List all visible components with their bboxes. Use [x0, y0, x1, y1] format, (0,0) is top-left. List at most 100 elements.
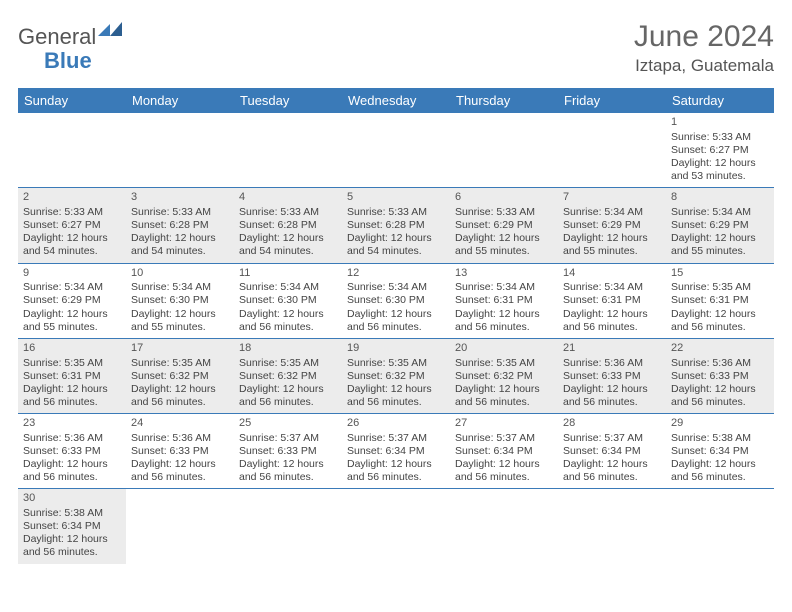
day-number: 17 [131, 342, 229, 356]
daylight-text: Daylight: 12 hours and 56 minutes. [23, 533, 121, 559]
daylight-text: Daylight: 12 hours and 56 minutes. [671, 458, 769, 484]
daylight-text: Daylight: 12 hours and 54 minutes. [131, 232, 229, 258]
day-cell: 17Sunrise: 5:35 AMSunset: 6:32 PMDayligh… [126, 339, 234, 413]
daylight-text: Daylight: 12 hours and 56 minutes. [347, 308, 445, 334]
sunset-text: Sunset: 6:27 PM [671, 144, 769, 157]
day-cell: 25Sunrise: 5:37 AMSunset: 6:33 PMDayligh… [234, 414, 342, 488]
daylight-text: Daylight: 12 hours and 56 minutes. [23, 458, 121, 484]
sunrise-text: Sunrise: 5:34 AM [563, 206, 661, 219]
day-number: 4 [239, 191, 337, 205]
sunset-text: Sunset: 6:30 PM [131, 294, 229, 307]
empty-cell [126, 489, 234, 563]
empty-cell [234, 489, 342, 563]
sunset-text: Sunset: 6:27 PM [23, 219, 121, 232]
day-number: 26 [347, 417, 445, 431]
sunset-text: Sunset: 6:29 PM [455, 219, 553, 232]
day-number: 25 [239, 417, 337, 431]
sunrise-text: Sunrise: 5:35 AM [131, 357, 229, 370]
daylight-text: Daylight: 12 hours and 55 minutes. [455, 232, 553, 258]
day-number: 28 [563, 417, 661, 431]
month-title: June 2024 [634, 20, 774, 54]
day-number: 1 [671, 116, 769, 130]
day-cell: 11Sunrise: 5:34 AMSunset: 6:30 PMDayligh… [234, 264, 342, 338]
daylight-text: Daylight: 12 hours and 55 minutes. [671, 232, 769, 258]
day-number: 2 [23, 191, 121, 205]
header: General June 2024 Iztapa, Guatemala [18, 20, 774, 76]
daylight-text: Daylight: 12 hours and 56 minutes. [563, 308, 661, 334]
day-number: 11 [239, 267, 337, 281]
daylight-text: Daylight: 12 hours and 56 minutes. [131, 383, 229, 409]
sunrise-text: Sunrise: 5:37 AM [347, 432, 445, 445]
day-number: 12 [347, 267, 445, 281]
sunrise-text: Sunrise: 5:35 AM [23, 357, 121, 370]
sunset-text: Sunset: 6:32 PM [347, 370, 445, 383]
day-header-cell: Tuesday [234, 88, 342, 113]
daylight-text: Daylight: 12 hours and 56 minutes. [671, 308, 769, 334]
week-row: 2Sunrise: 5:33 AMSunset: 6:27 PMDaylight… [18, 188, 774, 263]
sunrise-text: Sunrise: 5:33 AM [455, 206, 553, 219]
empty-cell [558, 113, 666, 187]
sunset-text: Sunset: 6:28 PM [131, 219, 229, 232]
day-number: 16 [23, 342, 121, 356]
sunrise-text: Sunrise: 5:36 AM [563, 357, 661, 370]
sunrise-text: Sunrise: 5:33 AM [23, 206, 121, 219]
sunset-text: Sunset: 6:30 PM [239, 294, 337, 307]
sunrise-text: Sunrise: 5:34 AM [131, 281, 229, 294]
daylight-text: Daylight: 12 hours and 56 minutes. [563, 458, 661, 484]
sunrise-text: Sunrise: 5:36 AM [23, 432, 121, 445]
daylight-text: Daylight: 12 hours and 56 minutes. [239, 458, 337, 484]
sunrise-text: Sunrise: 5:34 AM [239, 281, 337, 294]
day-number: 14 [563, 267, 661, 281]
day-cell: 14Sunrise: 5:34 AMSunset: 6:31 PMDayligh… [558, 264, 666, 338]
empty-cell [126, 113, 234, 187]
day-cell: 5Sunrise: 5:33 AMSunset: 6:28 PMDaylight… [342, 188, 450, 262]
sunset-text: Sunset: 6:31 PM [23, 370, 121, 383]
sunrise-text: Sunrise: 5:37 AM [563, 432, 661, 445]
week-row: 16Sunrise: 5:35 AMSunset: 6:31 PMDayligh… [18, 339, 774, 414]
daylight-text: Daylight: 12 hours and 53 minutes. [671, 157, 769, 183]
sunrise-text: Sunrise: 5:33 AM [131, 206, 229, 219]
sunrise-text: Sunrise: 5:34 AM [563, 281, 661, 294]
sunset-text: Sunset: 6:29 PM [563, 219, 661, 232]
sunset-text: Sunset: 6:33 PM [671, 370, 769, 383]
day-number: 21 [563, 342, 661, 356]
day-header-cell: Friday [558, 88, 666, 113]
sunset-text: Sunset: 6:30 PM [347, 294, 445, 307]
day-number: 8 [671, 191, 769, 205]
sunrise-text: Sunrise: 5:35 AM [671, 281, 769, 294]
day-cell: 13Sunrise: 5:34 AMSunset: 6:31 PMDayligh… [450, 264, 558, 338]
sunset-text: Sunset: 6:32 PM [131, 370, 229, 383]
daylight-text: Daylight: 12 hours and 56 minutes. [131, 458, 229, 484]
day-cell: 28Sunrise: 5:37 AMSunset: 6:34 PMDayligh… [558, 414, 666, 488]
week-row: 23Sunrise: 5:36 AMSunset: 6:33 PMDayligh… [18, 414, 774, 489]
sunrise-text: Sunrise: 5:38 AM [671, 432, 769, 445]
day-header-cell: Thursday [450, 88, 558, 113]
logo-text-general: General [18, 24, 96, 50]
day-number: 20 [455, 342, 553, 356]
day-cell: 22Sunrise: 5:36 AMSunset: 6:33 PMDayligh… [666, 339, 774, 413]
daylight-text: Daylight: 12 hours and 55 minutes. [131, 308, 229, 334]
empty-cell [342, 113, 450, 187]
sunrise-text: Sunrise: 5:34 AM [347, 281, 445, 294]
day-cell: 10Sunrise: 5:34 AMSunset: 6:30 PMDayligh… [126, 264, 234, 338]
day-cell: 23Sunrise: 5:36 AMSunset: 6:33 PMDayligh… [18, 414, 126, 488]
sunrise-text: Sunrise: 5:34 AM [671, 206, 769, 219]
day-cell: 3Sunrise: 5:33 AMSunset: 6:28 PMDaylight… [126, 188, 234, 262]
empty-cell [450, 489, 558, 563]
daylight-text: Daylight: 12 hours and 56 minutes. [23, 383, 121, 409]
day-number: 23 [23, 417, 121, 431]
day-cell: 7Sunrise: 5:34 AMSunset: 6:29 PMDaylight… [558, 188, 666, 262]
day-cell: 6Sunrise: 5:33 AMSunset: 6:29 PMDaylight… [450, 188, 558, 262]
sunrise-text: Sunrise: 5:36 AM [671, 357, 769, 370]
daylight-text: Daylight: 12 hours and 56 minutes. [455, 308, 553, 334]
sunset-text: Sunset: 6:33 PM [131, 445, 229, 458]
sunrise-text: Sunrise: 5:36 AM [131, 432, 229, 445]
sunset-text: Sunset: 6:32 PM [455, 370, 553, 383]
day-number: 10 [131, 267, 229, 281]
sunset-text: Sunset: 6:34 PM [563, 445, 661, 458]
day-number: 13 [455, 267, 553, 281]
week-row: 9Sunrise: 5:34 AMSunset: 6:29 PMDaylight… [18, 264, 774, 339]
sunrise-text: Sunrise: 5:38 AM [23, 507, 121, 520]
day-cell: 2Sunrise: 5:33 AMSunset: 6:27 PMDaylight… [18, 188, 126, 262]
day-cell: 18Sunrise: 5:35 AMSunset: 6:32 PMDayligh… [234, 339, 342, 413]
